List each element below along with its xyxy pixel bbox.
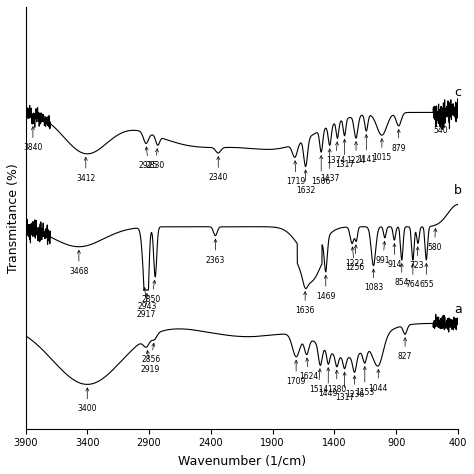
Text: 1709: 1709 [286,360,306,386]
Text: 879: 879 [392,129,406,153]
Text: 2919: 2919 [141,351,160,374]
Text: 854: 854 [394,264,409,287]
Text: 1083: 1083 [364,269,383,292]
Text: 1636: 1636 [295,292,315,315]
Text: 764: 764 [406,264,420,289]
Text: b: b [454,184,462,197]
Text: 1044: 1044 [369,369,388,392]
Text: 3840: 3840 [23,127,43,152]
Text: 1236: 1236 [345,376,364,399]
Text: 1380: 1380 [327,370,346,393]
Text: 1015: 1015 [372,139,392,162]
Text: 1506: 1506 [311,155,331,185]
Text: 1317: 1317 [335,372,354,402]
Text: 723: 723 [410,247,424,270]
Text: 2925: 2925 [139,147,158,170]
Text: 2917: 2917 [137,293,156,319]
Text: 1514: 1514 [309,369,328,394]
Text: 2850: 2850 [142,281,161,304]
Text: 991: 991 [376,241,390,264]
Text: 827: 827 [398,338,412,361]
Text: 2830: 2830 [146,149,165,170]
Text: 580: 580 [427,228,442,252]
Text: 1437: 1437 [320,149,339,183]
Y-axis label: Transmitance (%): Transmitance (%) [7,163,20,273]
Text: 2363: 2363 [206,239,225,264]
Text: 1141: 1141 [357,135,376,164]
Text: 540: 540 [433,112,448,135]
Text: 2340: 2340 [209,156,228,182]
Text: a: a [454,303,462,317]
Text: 1317: 1317 [335,139,354,169]
Text: 3400: 3400 [78,388,97,413]
Text: 1224: 1224 [346,142,365,165]
Text: 1632: 1632 [296,170,315,195]
Text: 1719: 1719 [286,161,306,186]
Text: 1153: 1153 [355,367,374,397]
Text: 3412: 3412 [76,157,95,182]
Text: 914: 914 [387,244,401,269]
Text: 1374: 1374 [326,142,346,165]
Text: 2943: 2943 [138,287,157,310]
Text: 1449: 1449 [319,368,338,398]
Text: 1469: 1469 [316,275,336,301]
Text: 1256: 1256 [345,247,364,273]
Text: 655: 655 [419,264,434,289]
Text: c: c [454,86,461,99]
Text: 1222: 1222 [345,245,364,268]
X-axis label: Wavenumber (1/cm): Wavenumber (1/cm) [178,454,306,467]
Text: 3468: 3468 [69,250,89,276]
Text: 2856: 2856 [141,343,160,365]
Text: 1624: 1624 [299,358,318,382]
